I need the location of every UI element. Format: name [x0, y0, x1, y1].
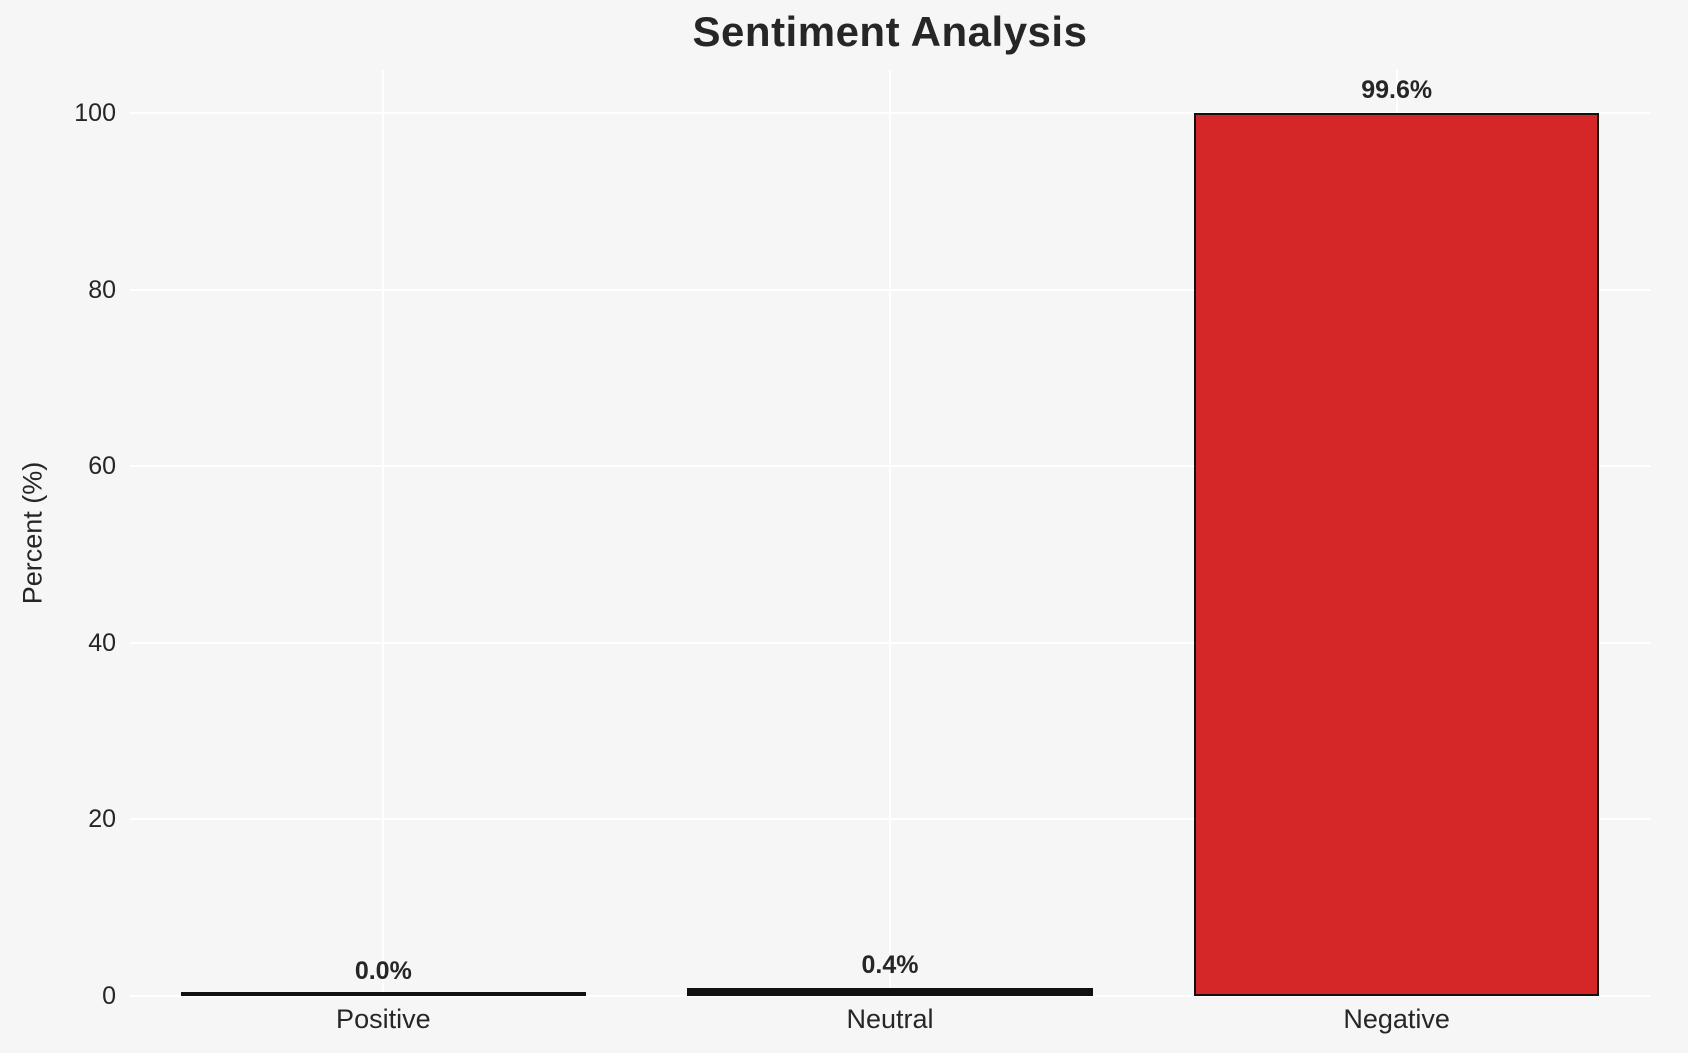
- ytick-label-40: 40: [88, 628, 116, 657]
- bar-value-label-positive: 0.0%: [354, 957, 412, 985]
- chart-title: Sentiment Analysis: [692, 8, 1088, 55]
- ytick-label-0: 0: [102, 982, 116, 1010]
- ytick-label-60: 60: [88, 452, 116, 481]
- ytick-label-80: 80: [88, 275, 116, 304]
- bar-neutral: [687, 988, 1093, 996]
- ytick-label-100: 100: [74, 99, 116, 128]
- gridline-x-positive: [382, 70, 385, 996]
- bar-negative: [1194, 113, 1600, 996]
- xtick-label-positive: Positive: [336, 1004, 431, 1034]
- bar-positive: [180, 992, 586, 996]
- gridline-x-neutral: [889, 70, 891, 996]
- bar-value-label-negative: 99.6%: [1361, 76, 1433, 104]
- y-axis-label: Percent (%): [17, 461, 48, 605]
- gridline-y-0: [130, 995, 1650, 997]
- ytick-label-20: 20: [88, 805, 116, 834]
- xtick-label-negative: Negative: [1343, 1004, 1450, 1034]
- plot-area: 0.0% 0.4% 99.6%: [130, 70, 1650, 997]
- xtick-label-neutral: Neutral: [846, 1004, 934, 1034]
- bar-value-label-neutral: 0.4%: [861, 951, 919, 979]
